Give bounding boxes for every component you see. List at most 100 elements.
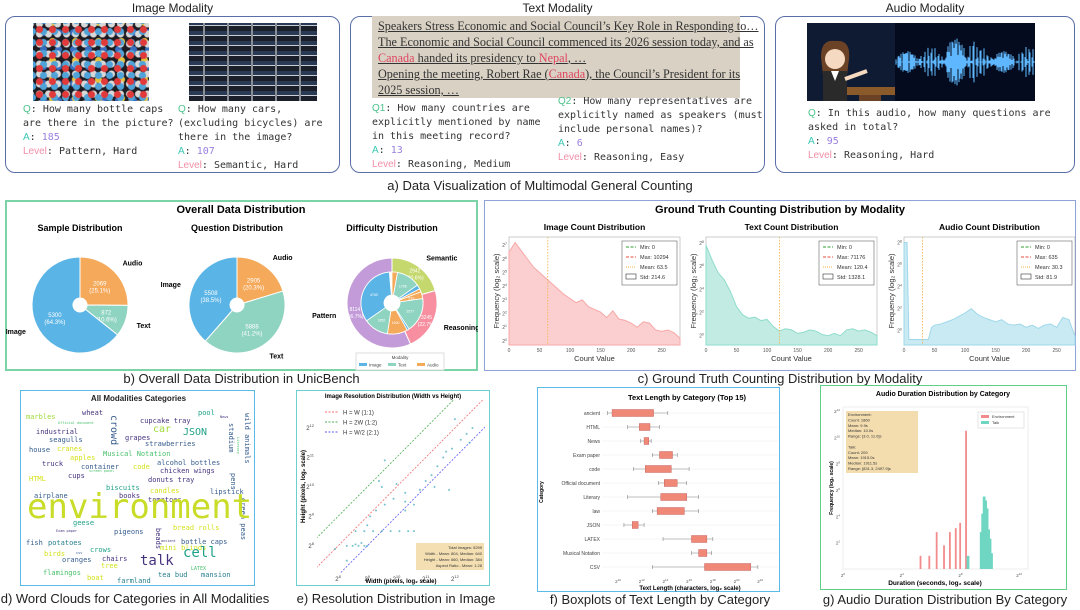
level-label: Level — [372, 159, 396, 170]
reference-line — [339, 426, 485, 573]
histogram-bar-talk — [987, 529, 990, 569]
word-cloud-word: csv — [76, 551, 83, 556]
word-cloud-word: HTML — [29, 474, 46, 483]
label-line: 3245 — [421, 315, 432, 321]
histogram-bar-talk — [981, 513, 985, 569]
label-line: 872 — [101, 310, 112, 316]
category-label: Official document — [561, 481, 600, 487]
q-label: Q2 — [558, 96, 572, 107]
scatter-point — [383, 503, 386, 506]
scatter-point — [363, 544, 366, 547]
stats-box — [846, 411, 918, 473]
ground-truth-charts: Ground Truth Counting Distribution by Mo… — [492, 204, 1076, 363]
tick-exponent: 5 — [505, 270, 507, 274]
highlighted-entity: Canada — [378, 51, 415, 65]
scatter-point — [345, 544, 348, 547]
y-axis-label: Frequency (log₂ scale) — [492, 253, 501, 329]
inner-value-label: 4763 — [370, 293, 378, 297]
word-cloud-word: pool — [198, 408, 215, 417]
legend-label: Image — [369, 363, 382, 368]
stats-line: Range: [831.3, 2497.9]s — [848, 466, 891, 471]
caption-b: b) Overall Data Distribution in UnicBenc… — [123, 371, 360, 386]
y-tick-label: 211 — [307, 452, 315, 461]
level: Reasoning, Medium — [407, 159, 511, 170]
box-html — [639, 423, 651, 431]
x-tick-label: 212 — [639, 578, 645, 584]
x-axis-label: Count Value — [771, 354, 812, 363]
x-tick-label: 200 — [824, 348, 833, 354]
x-tick-label: 28 — [958, 572, 963, 578]
legend-swatch-audio — [417, 363, 425, 366]
y-axis-label: Category — [539, 481, 545, 503]
scatter-point — [389, 530, 392, 533]
count-chart-title: Text Count Distribution — [745, 222, 839, 232]
passage-text: , … — [567, 51, 587, 65]
y-tick-label: 212 — [306, 423, 315, 432]
category-label: JSON — [587, 523, 601, 529]
word-cloud-word: stadium — [227, 423, 235, 453]
ground-truth-title: Ground Truth Counting Distribution by Mo… — [655, 204, 906, 216]
highlighted-entity: Canada — [548, 67, 586, 81]
word-cloud-word: cell — [183, 545, 217, 561]
word-cloud-word: fish — [26, 538, 43, 547]
label-line: 5300 — [48, 313, 62, 319]
legend-swatch-text — [388, 363, 396, 366]
y-tick-label: 212 — [834, 408, 840, 414]
stats-line: Mean: 9.9s — [848, 423, 868, 428]
histogram-bar-environment — [954, 528, 957, 569]
passage-text: Opening the meeting, Robert Rae ( — [378, 67, 549, 81]
scatter-point — [380, 530, 383, 533]
legend-swatch — [981, 421, 989, 424]
box-law — [656, 507, 685, 515]
x-tick-label: 50 — [734, 348, 740, 354]
word-cloud-word: pigeons — [114, 527, 144, 536]
resolution-scatter: Image Resolution Distribution (Width vs … — [301, 394, 485, 585]
stats-line: Median: 10.0s — [848, 428, 873, 433]
word-cloud-word: mini blinds — [160, 543, 207, 552]
word-cloud-word: container — [81, 462, 119, 471]
scatter-point — [380, 485, 383, 488]
slice-value-label: 2905 (20.3%) — [243, 279, 264, 292]
audio-speaker-waveform-image — [807, 23, 1035, 101]
scatter-point — [442, 456, 445, 459]
legend-box — [818, 240, 875, 286]
pie-slice-text — [204, 290, 286, 354]
parking-lot-image — [189, 23, 317, 101]
y-tick-label: 28 — [897, 240, 902, 247]
inner-value-label: 510 — [408, 296, 414, 300]
histogram-bar-talk — [979, 532, 983, 569]
overall-distribution-charts: Overall Data Distribution Sample Distrib… — [6, 204, 478, 371]
scatter-point — [377, 480, 380, 483]
legend-swatch — [981, 415, 989, 418]
label-line: (20.6%) — [406, 276, 424, 282]
word-cloud-word: marbles — [26, 412, 56, 421]
tick-exponent: 6 — [505, 256, 507, 260]
y-tick-label: 22 — [502, 311, 507, 318]
word-cloud-word: Official document — [58, 421, 94, 426]
inner-value-label: 1852 — [378, 319, 386, 323]
word-cloud-word: farmland — [117, 576, 151, 585]
histogram-bar-talk — [985, 508, 989, 569]
text-passage: Speakers Stress Economic and Social Coun… — [372, 16, 758, 98]
tick-exponent: 6 — [900, 262, 902, 266]
legend-label-std: Std: 1328.1 — [837, 275, 865, 281]
legend-label: H = 2W (1:2) — [343, 421, 377, 427]
summary-box — [416, 543, 484, 570]
scatter-point — [465, 432, 468, 435]
tick-exponent: 2 — [505, 311, 507, 315]
box-latex — [691, 535, 708, 543]
slice-category-label: Semantic — [426, 255, 457, 262]
tick-exponent: 12 — [454, 574, 459, 579]
tick-exponent: 11 — [310, 452, 315, 457]
level-label: Level — [558, 152, 582, 163]
scatter-point — [395, 482, 398, 485]
y-tick-label: 26 — [897, 262, 902, 269]
answer: 95 — [826, 136, 839, 147]
x-tick-label: 0 — [508, 348, 511, 354]
text-length-panel — [537, 387, 780, 592]
legend-swatch-std — [625, 273, 637, 280]
x-tick-label: 212 — [1016, 572, 1022, 578]
word-cloud-word: potatoes — [48, 538, 82, 547]
word-cloud-word: alcohol bottles — [157, 458, 221, 467]
